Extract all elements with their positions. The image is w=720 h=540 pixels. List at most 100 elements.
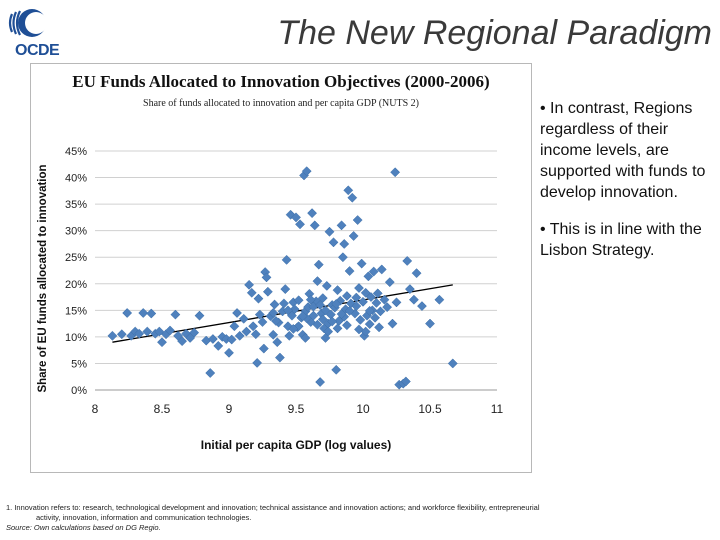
data-point [213,340,224,351]
data-point [289,304,300,315]
chart-panel: EU Funds Allocated to Innovation Objecti… [30,63,532,473]
bullet-item-2: • This is in line with the Lisbon Strate… [540,221,702,259]
data-point [226,334,237,345]
data-point [262,286,273,297]
data-point [336,309,347,320]
data-point [232,308,242,318]
data-point [425,318,435,329]
data-point [366,292,376,303]
data-point [360,326,371,337]
data-point [269,299,280,310]
data-point [447,358,458,369]
data-point [321,280,332,291]
data-point [363,271,374,282]
data-point [252,357,263,368]
data-point [370,312,381,323]
data-point [244,279,255,290]
data-point [351,301,362,312]
y-tick-label: 35% [65,199,87,211]
data-point [400,376,411,387]
data-point [280,284,291,295]
data-point [352,215,363,225]
y-tick-label: 15% [65,305,87,317]
data-point [320,305,331,316]
data-point [360,287,371,298]
y-tick-label: 5% [71,358,87,370]
x-tick-label: 8 [92,402,99,416]
data-point [307,208,318,219]
slide-title: The New Regional Paradigm [277,14,712,52]
data-point [354,324,364,335]
data-point [301,166,312,177]
data-point [332,323,343,334]
x-tick-label: 8.5 [154,402,171,416]
chart-title: EU Funds Allocated to Innovation Objecti… [72,72,490,91]
data-point [142,326,153,337]
data-point [390,167,401,178]
logo-text: OCDE [15,42,60,59]
data-point [250,329,261,340]
data-point [300,332,311,343]
data-point [354,283,364,293]
scatter-chart: 0% 5% 10% 15% 20% 25% 30% 35% 40% 45% 8 8.5 9 9.5 10 10… [37,146,504,452]
data-point [261,272,272,283]
data-point [336,220,347,231]
data-point [138,308,149,318]
y-axis-label: Share of EU funds allocated to innovatio… [37,164,49,392]
data-point [374,322,385,333]
data-point [335,295,346,306]
data-point [116,329,127,340]
data-point [355,314,366,325]
data-point [312,319,323,330]
data-point [404,284,415,295]
data-point [170,309,181,320]
data-point [283,305,293,316]
data-point [348,231,359,241]
data-point [408,294,419,305]
data-point [254,309,265,320]
y-tick-label: 30% [65,226,87,238]
data-point [122,308,133,318]
data-point [312,276,323,287]
data-point [241,326,252,337]
data-point [371,297,382,308]
footnote-line-1: 1. Innovation refers to: research, techn… [6,503,540,512]
data-point [341,320,352,331]
data-point [411,268,422,279]
data-point [134,328,145,339]
data-point [372,288,383,299]
data-point [317,314,328,325]
data-point [343,185,354,196]
data-point [331,364,342,375]
y-tick-label: 45% [65,146,87,158]
footnote-source: Source: Own calculations based on DG Reg… [6,523,161,532]
data-point [434,294,445,305]
data-point [358,296,368,307]
data-point [332,285,343,296]
footnote: 1. Innovation refers to: research, techn… [6,503,716,533]
y-tick-label: 20% [65,279,87,291]
oecd-logo-mark [8,9,47,37]
data-point [284,330,295,341]
data-point [194,310,205,321]
data-point [257,317,268,327]
data-point [258,343,269,354]
data-point [278,298,289,309]
data-point [268,308,279,318]
data-point [327,316,338,327]
data-point [344,266,355,276]
data-point [382,302,393,313]
data-point [315,300,326,310]
data-point [317,293,328,304]
bullet-item-1: • In contrast, Regions regardless of the… [540,100,706,201]
data-point [205,368,216,378]
data-point [272,337,283,348]
data-point [309,220,320,231]
data-point [364,319,375,330]
data-point [248,321,259,332]
data-point [387,318,398,329]
footnote-line-2: activity, innovation, information and co… [36,513,252,522]
x-tick-label: 10 [356,402,370,416]
data-point [146,308,157,319]
data-point [324,226,335,237]
